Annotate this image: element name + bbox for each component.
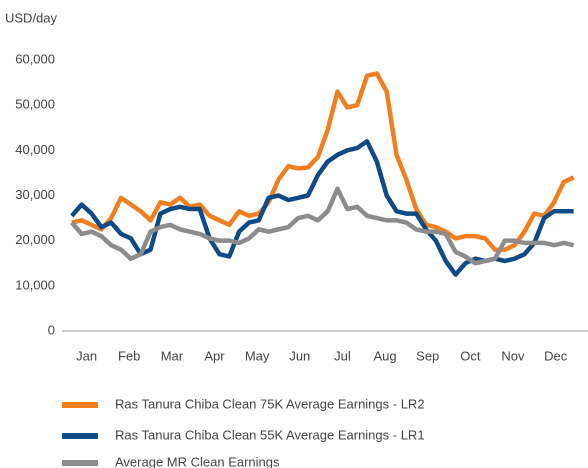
- x-tick-label: Jan: [76, 348, 97, 363]
- y-tick-label: 60,000: [15, 51, 55, 66]
- y-tick-label: 0: [48, 322, 55, 337]
- y-tick-label: 50,000: [15, 97, 55, 112]
- y-tick-label: 40,000: [15, 142, 55, 157]
- x-tick-label: Jun: [289, 348, 310, 363]
- series-line: [70, 186, 575, 266]
- x-tick-label: Jul: [334, 348, 351, 363]
- series-line: [71, 71, 575, 252]
- x-tick-label: Dec: [544, 348, 568, 363]
- x-tick-label: Aug: [373, 348, 396, 363]
- y-tick-label: 20,000: [15, 232, 55, 247]
- x-tick-label: May: [245, 348, 270, 363]
- legend-label: Ras Tanura Chiba Clean 75K Average Earni…: [115, 396, 425, 411]
- x-tick-label: Apr: [204, 348, 225, 363]
- legend-label: Average MR Clean Earnings: [115, 454, 280, 468]
- y-tick-label: 30,000: [15, 187, 55, 202]
- x-tick-label: Mar: [161, 348, 184, 363]
- x-tick-label: Feb: [118, 348, 140, 363]
- x-tick-label: Nov: [501, 348, 525, 363]
- x-tick-label: Oct: [460, 348, 481, 363]
- y-tick-label: 10,000: [15, 277, 55, 292]
- x-tick-label: Sep: [416, 348, 439, 363]
- y-axis-label: USD/day: [5, 10, 58, 25]
- legend-label: Ras Tanura Chiba Clean 55K Average Earni…: [115, 427, 425, 442]
